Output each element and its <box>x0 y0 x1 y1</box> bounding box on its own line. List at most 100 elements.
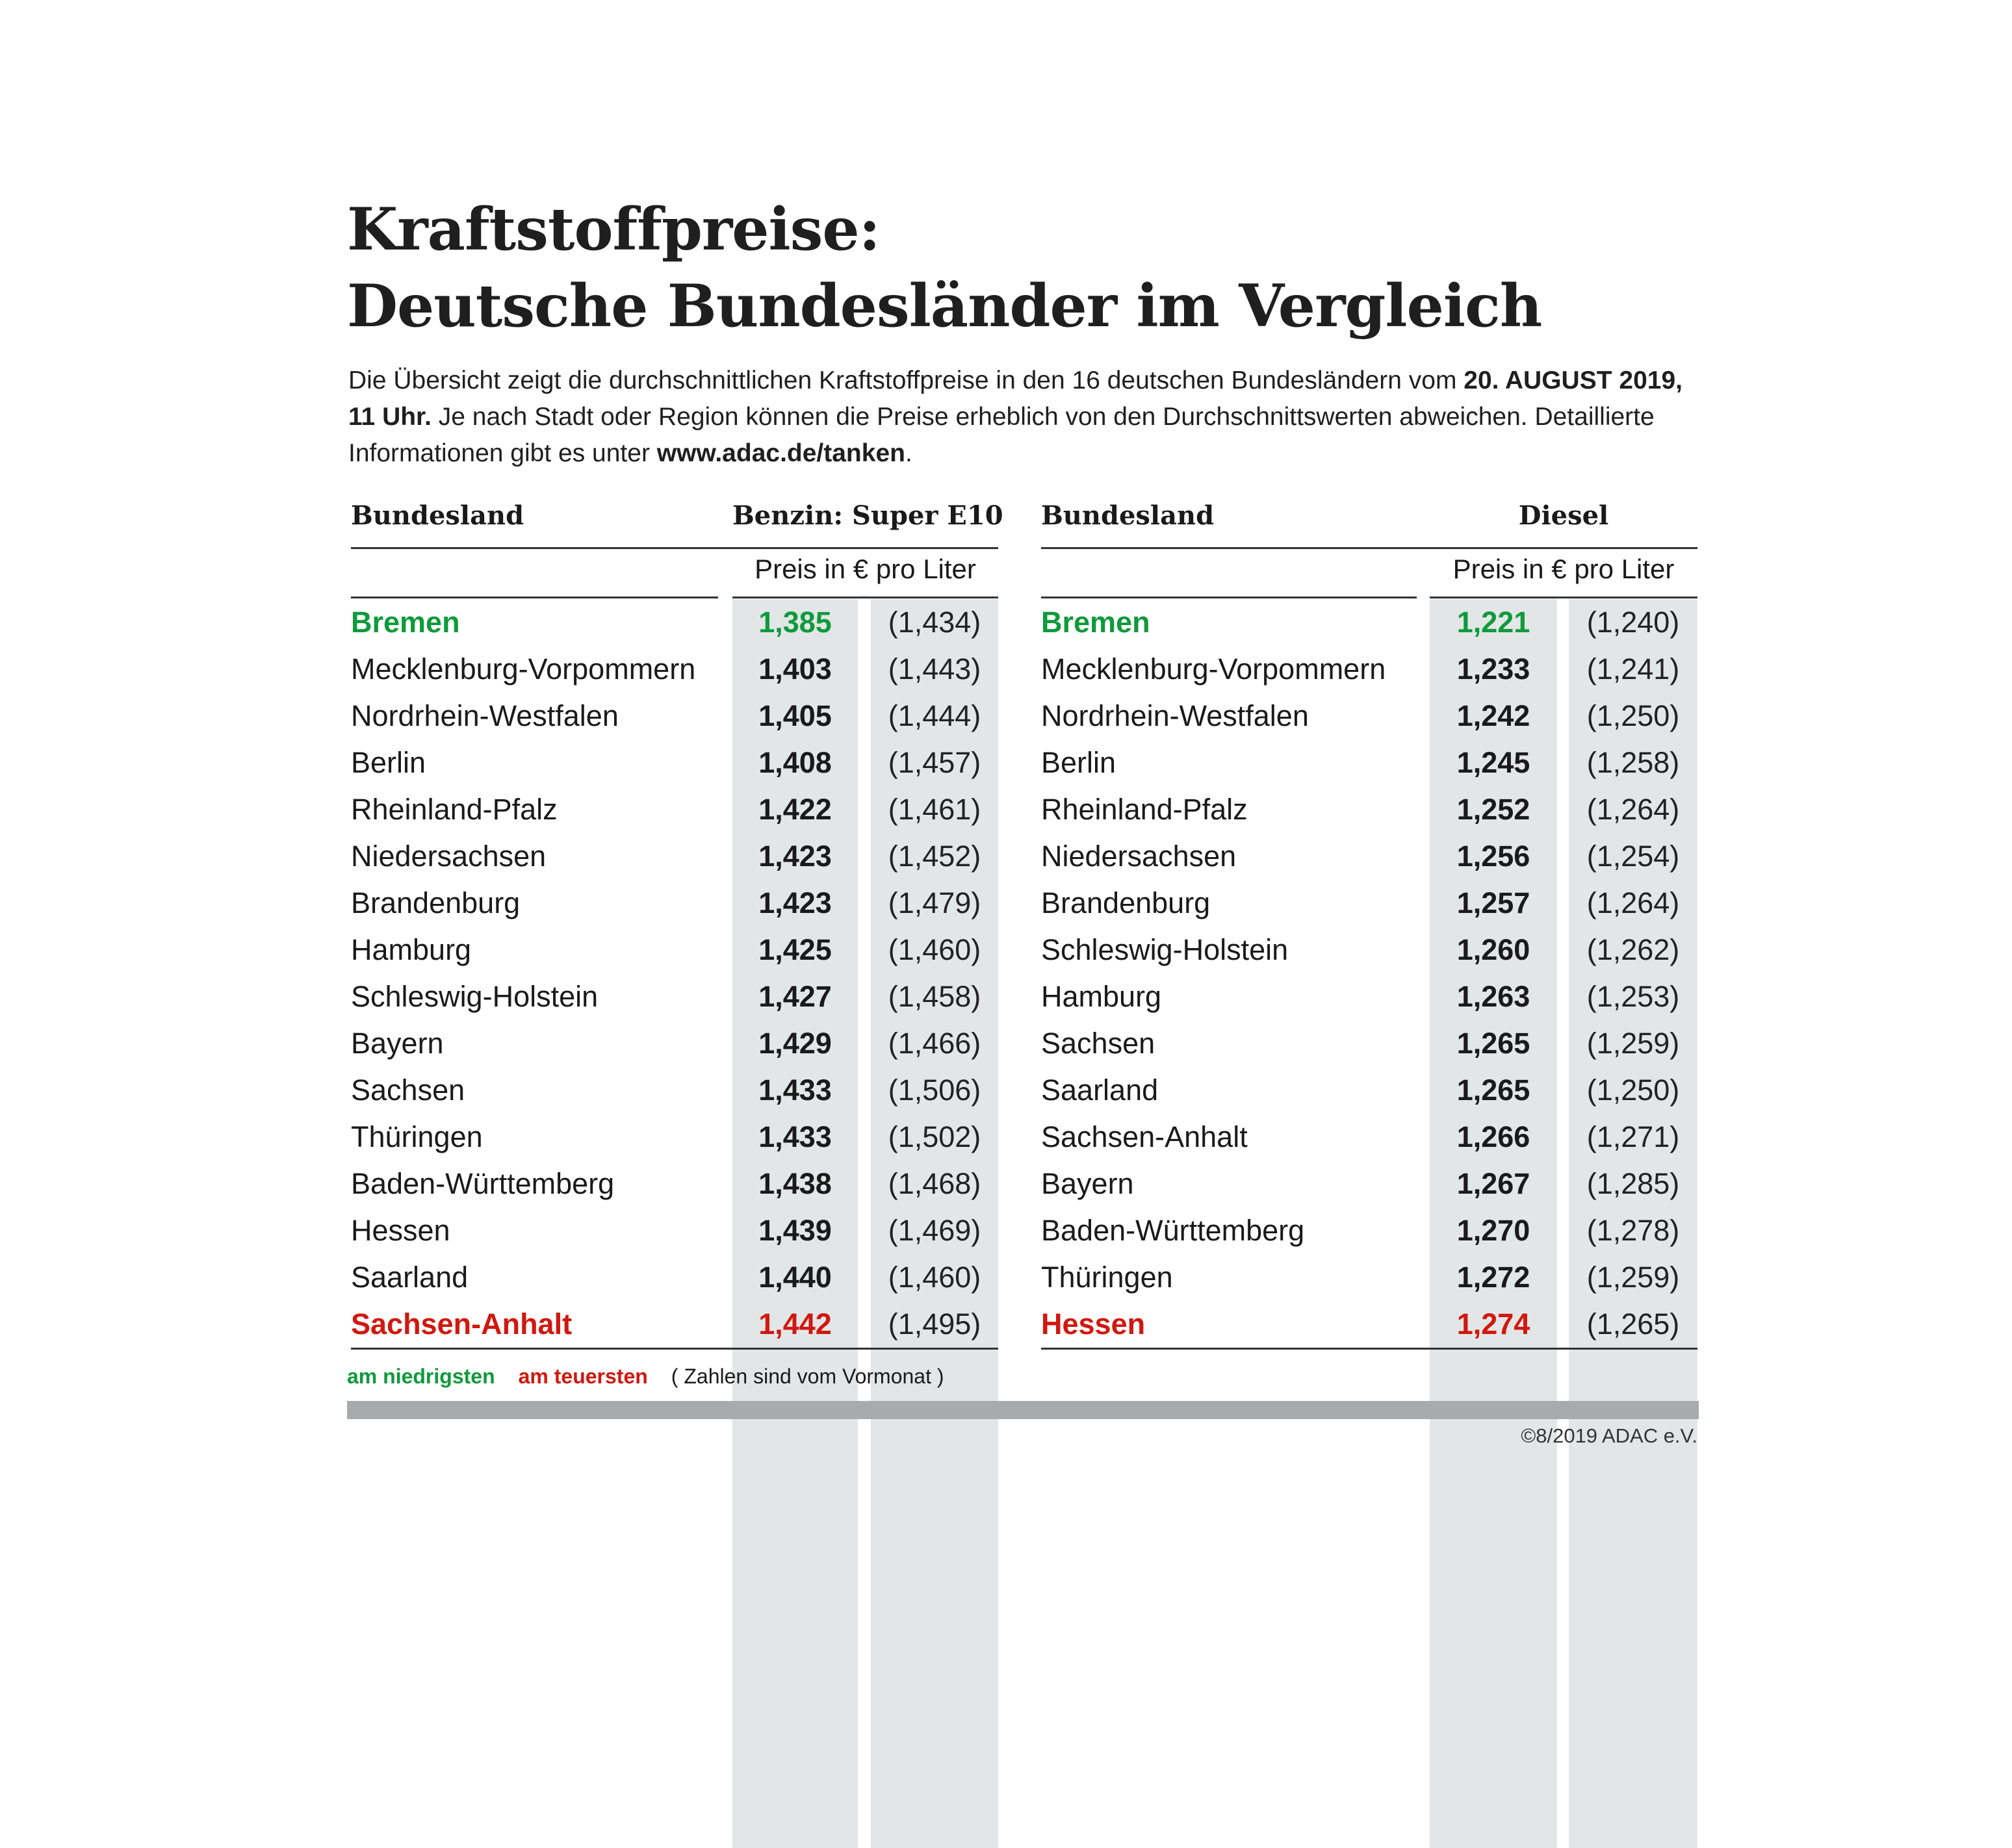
table-row: Sachsen-Anhalt 1,442 (1,495) <box>351 1301 998 1348</box>
current-price: 1,260 <box>1456 933 1530 966</box>
table-row: Bremen 1,221 (1,240) <box>1041 599 1697 646</box>
legend-highest: am teuersten <box>518 1365 648 1388</box>
state-name: Niedersachsen <box>1041 840 1237 873</box>
current-price: 1,423 <box>758 886 832 919</box>
previous-price: (1,254) <box>1586 840 1680 873</box>
intro-date: 20. AUGUST 2019, 11 Uhr. <box>348 366 1683 431</box>
state-name: Sachsen <box>1041 1027 1155 1060</box>
price-divider <box>732 597 998 598</box>
current-price: 1,245 <box>1456 746 1530 779</box>
intro-part-2: Je nach Stadt oder Region können die Pre… <box>348 403 1655 467</box>
title-line-1: Kraftstoffpreise: <box>347 195 881 264</box>
previous-price: (1,264) <box>1586 793 1680 826</box>
header-state: Bundesland <box>1041 500 1215 531</box>
table-row: Berlin 1,245 (1,258) <box>1041 739 1697 786</box>
title-line-2: Deutsche Bundesländer im Vergleich <box>347 272 1542 340</box>
state-divider <box>1041 597 1417 598</box>
current-price: 1,266 <box>1456 1120 1530 1153</box>
previous-price: (1,460) <box>888 933 981 966</box>
previous-price: (1,258) <box>1586 746 1680 779</box>
state-name: Nordrhein-Westfalen <box>351 699 619 732</box>
header-fuel: Benzin: Super E10 <box>732 500 1003 531</box>
current-price: 1,433 <box>758 1073 832 1107</box>
current-price: 1,433 <box>758 1120 832 1153</box>
current-price: 1,221 <box>1456 606 1530 639</box>
previous-price: (1,457) <box>888 746 981 779</box>
table-row: Schleswig-Holstein 1,427 (1,458) <box>351 973 998 1020</box>
state-name: Sachsen-Anhalt <box>351 1307 573 1341</box>
unit-label: Preis in € pro Liter <box>754 554 976 584</box>
previous-price: (1,458) <box>888 980 981 1013</box>
state-name: Brandenburg <box>351 886 521 919</box>
header-divider <box>1041 547 1697 549</box>
current-price: 1,439 <box>758 1214 832 1247</box>
intro-part-1: Die Übersicht zeigt die durchschnittlich… <box>348 366 1464 394</box>
table-row: Thüringen 1,433 (1,502) <box>351 1114 998 1161</box>
table-row: Schleswig-Holstein 1,260 (1,262) <box>1041 927 1697 973</box>
previous-price: (1,285) <box>1586 1167 1680 1200</box>
current-price: 1,270 <box>1456 1214 1530 1247</box>
state-name: Hessen <box>351 1214 450 1247</box>
state-name: Baden-Württemberg <box>1041 1214 1305 1247</box>
header-state: Bundesland <box>351 500 524 531</box>
state-name: Thüringen <box>351 1120 483 1153</box>
state-name: Hessen <box>1041 1307 1146 1341</box>
previous-price: (1,259) <box>1586 1261 1680 1294</box>
current-price: 1,438 <box>758 1167 832 1200</box>
current-price: 1,252 <box>1456 793 1530 826</box>
state-name: Brandenburg <box>1041 886 1211 919</box>
table-row: Brandenburg 1,257 (1,264) <box>1041 880 1697 927</box>
current-price: 1,263 <box>1456 980 1530 1013</box>
state-divider <box>351 597 718 598</box>
table-row: Saarland 1,440 (1,460) <box>351 1254 998 1301</box>
table-row: Bremen 1,385 (1,434) <box>351 599 998 646</box>
table-row: Mecklenburg-Vorpommern 1,233 (1,241) <box>1041 646 1697 693</box>
previous-price: (1,264) <box>1586 886 1680 919</box>
current-price: 1,427 <box>758 980 832 1013</box>
state-name: Rheinland-Pfalz <box>1041 793 1248 826</box>
intro-text: Die Übersicht zeigt die durchschnittlich… <box>348 363 1713 472</box>
legend: am niedrigsten am teuersten ( Zahlen sind … <box>347 1365 968 1389</box>
current-price: 1,267 <box>1456 1167 1530 1200</box>
copyright: ©8/2019 ADAC e.V. <box>1521 1424 1697 1447</box>
table-row: Bayern 1,267 (1,285) <box>1041 1161 1697 1207</box>
current-price: 1,257 <box>1456 886 1530 919</box>
current-price: 1,256 <box>1456 840 1530 873</box>
previous-price: (1,444) <box>888 699 981 732</box>
adac-link[interactable]: www.adac.de/tanken <box>656 439 905 467</box>
state-name: Bayern <box>351 1027 444 1060</box>
previous-price: (1,466) <box>888 1027 981 1060</box>
previous-price: (1,461) <box>888 793 981 826</box>
previous-price: (1,241) <box>1586 652 1680 686</box>
current-price: 1,422 <box>758 793 832 826</box>
table-row: Sachsen 1,433 (1,506) <box>351 1067 998 1114</box>
state-name: Hamburg <box>1041 980 1162 1013</box>
previous-price: (1,468) <box>888 1167 981 1200</box>
table-row: Niedersachsen 1,423 (1,452) <box>351 833 998 880</box>
current-price: 1,405 <box>758 699 832 732</box>
price-divider <box>1430 597 1697 598</box>
current-price: 1,242 <box>1456 699 1530 732</box>
state-name: Mecklenburg-Vorpommern <box>1041 652 1386 686</box>
table-row: Berlin 1,408 (1,457) <box>351 739 998 786</box>
table-row: Hamburg 1,263 (1,253) <box>1041 973 1697 1020</box>
previous-price: (1,278) <box>1586 1214 1680 1247</box>
previous-price: (1,502) <box>888 1120 981 1153</box>
unit-label: Preis in € pro Liter <box>1452 554 1675 584</box>
current-price: 1,425 <box>758 933 832 966</box>
table-row: Nordrhein-Westfalen 1,242 (1,250) <box>1041 693 1697 739</box>
table-row: Sachsen-Anhalt 1,266 (1,271) <box>1041 1114 1697 1161</box>
table-row: Sachsen 1,265 (1,259) <box>1041 1020 1697 1067</box>
current-price: 1,265 <box>1456 1027 1530 1060</box>
state-name: Schleswig-Holstein <box>351 980 599 1013</box>
legend-note: ( Zahlen sind vom Vormonat ) <box>671 1365 944 1388</box>
current-price: 1,233 <box>1456 652 1530 686</box>
state-name: Schleswig-Holstein <box>1041 933 1289 966</box>
table-row: Rheinland-Pfalz 1,252 (1,264) <box>1041 786 1697 833</box>
state-name: Mecklenburg-Vorpommern <box>351 652 696 686</box>
current-price: 1,408 <box>758 746 832 779</box>
state-name: Bremen <box>1041 606 1150 639</box>
state-name: Thüringen <box>1041 1261 1173 1294</box>
table-row: Nordrhein-Westfalen 1,405 (1,444) <box>351 693 998 739</box>
current-price: 1,403 <box>758 652 832 686</box>
